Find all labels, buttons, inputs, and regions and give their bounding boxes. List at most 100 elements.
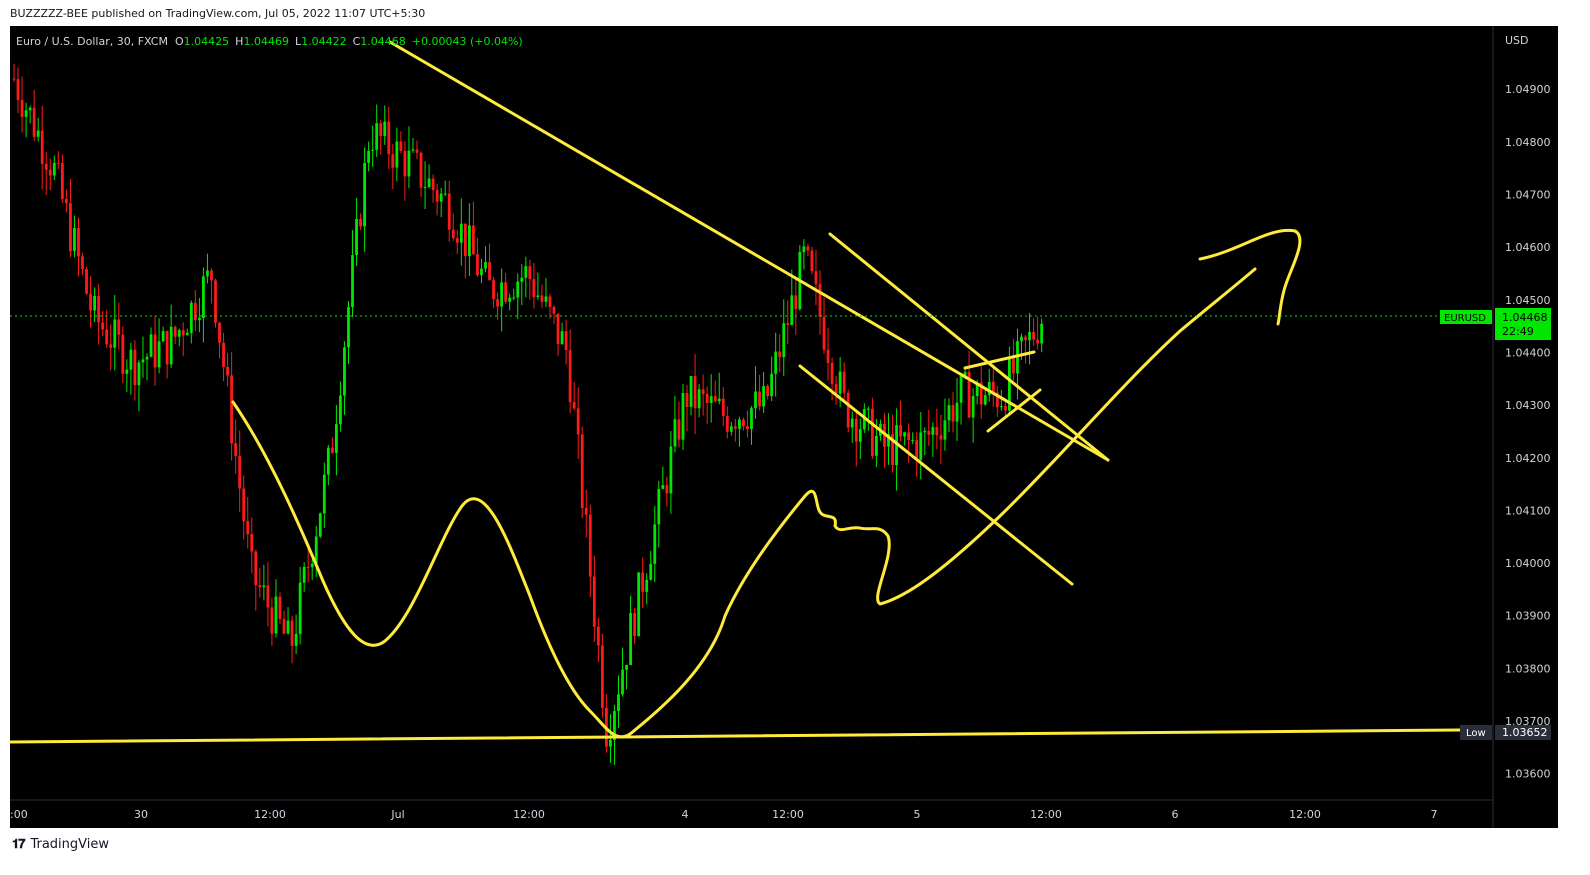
candle-body [1024, 336, 1027, 341]
candle-body [621, 669, 624, 695]
candle-body [613, 711, 616, 740]
candle-body [69, 203, 72, 252]
candle-body [391, 154, 395, 168]
candle-body [661, 485, 665, 489]
candle-body [387, 121, 391, 155]
candle-body [697, 389, 701, 409]
candle-body [282, 618, 286, 634]
candle-body [189, 302, 193, 333]
time-axis-label: 12:00 [1289, 808, 1321, 821]
candle-body [746, 426, 749, 429]
candle-body [870, 408, 874, 456]
candle-body [754, 391, 757, 409]
candle-body [407, 150, 411, 177]
candle-body [185, 332, 189, 336]
candle-body [411, 149, 415, 151]
candle-body [770, 373, 774, 397]
time-axis-label: 6 [1172, 808, 1179, 821]
candle-body [467, 225, 471, 257]
candle-body [536, 295, 540, 298]
candle-body [947, 405, 951, 421]
candle-body [790, 295, 794, 326]
candle-body [1040, 323, 1044, 344]
candle-body [153, 334, 157, 368]
candle-body [16, 79, 20, 100]
candle-body [1008, 358, 1011, 411]
price-tick-label: 1.04000 [1505, 557, 1551, 570]
candle-body [40, 130, 44, 164]
countdown-tag: 22:49 [1502, 325, 1534, 338]
candle-body [766, 386, 770, 397]
candle-body [899, 425, 902, 437]
low-value-bg [1495, 725, 1551, 740]
price-tick-label: 1.04900 [1505, 83, 1551, 96]
candle-body [480, 268, 483, 276]
candle-body [351, 255, 354, 308]
candle-body [850, 418, 854, 428]
candle-body [713, 396, 717, 402]
legend: Euro / U.S. Dollar, 30, FXCM O1.04425 H1.… [16, 35, 523, 48]
candle-body [1032, 331, 1035, 340]
candle-body [750, 408, 753, 429]
candle-body [629, 612, 632, 665]
candle-body [858, 429, 862, 442]
candle-body [705, 394, 709, 403]
candle-body [794, 295, 798, 310]
candle-body [500, 282, 504, 307]
candle-body [141, 359, 145, 363]
wedge-upper-line [963, 350, 1036, 370]
candle-body [927, 430, 931, 435]
price-ticks: 1.04900 1.04800 1.04700 1.04600 1.04500 1.044… [1505, 83, 1551, 780]
price-tick-label: 1.04200 [1505, 452, 1551, 465]
candle-body [226, 366, 229, 376]
candle-body [935, 427, 939, 436]
candle-body [951, 405, 955, 422]
candle-body [451, 229, 455, 239]
candle-body [383, 121, 387, 137]
price-tick-label: 1.04700 [1505, 188, 1551, 201]
candle-body [113, 319, 117, 348]
candle-body [576, 408, 580, 435]
candle-body [77, 228, 80, 257]
candle-body [552, 306, 556, 314]
candle-body [641, 572, 645, 592]
time-axis-label: :00 [10, 808, 28, 821]
candle-body [762, 386, 765, 407]
candle-body [592, 576, 596, 627]
candle-body [733, 426, 737, 429]
candle-body [834, 384, 838, 394]
candle-body [218, 322, 221, 343]
candle-body [814, 271, 818, 285]
candle-body [572, 402, 576, 409]
candle-body [298, 582, 302, 634]
candle-body [431, 178, 435, 191]
main-downtrend-line [388, 40, 1110, 462]
candle-body [516, 281, 520, 298]
candle-body [137, 362, 141, 386]
candle-body [717, 398, 721, 402]
candle-body [524, 266, 528, 278]
chart-pane[interactable]: Euro / U.S. Dollar, 30, FXCM O1.04425 H1.… [8, 26, 1558, 828]
low-value: 1.03652 [1502, 726, 1548, 739]
candle-body [484, 262, 487, 269]
candle-body [238, 455, 242, 489]
candle-body [109, 344, 113, 348]
candle-body [504, 282, 508, 302]
candle-body [665, 485, 669, 494]
candle-body [979, 382, 983, 405]
candle-body [254, 551, 258, 586]
candle-body [20, 99, 24, 117]
candle-body [1012, 358, 1015, 374]
price-tick-label: 1.03900 [1505, 610, 1551, 623]
candle-body [286, 620, 290, 634]
candle-body [810, 250, 814, 272]
candle-body [721, 398, 725, 416]
candle-body [975, 382, 979, 396]
chart-svg[interactable]: Euro / U.S. Dollar, 30, FXCM O1.04425 H1.… [8, 26, 1558, 828]
candle-body [439, 193, 443, 202]
candle-body [959, 375, 963, 403]
candle-body [983, 395, 987, 405]
candle-body [197, 317, 201, 321]
candle-body [101, 322, 105, 330]
candle-body [778, 351, 782, 358]
